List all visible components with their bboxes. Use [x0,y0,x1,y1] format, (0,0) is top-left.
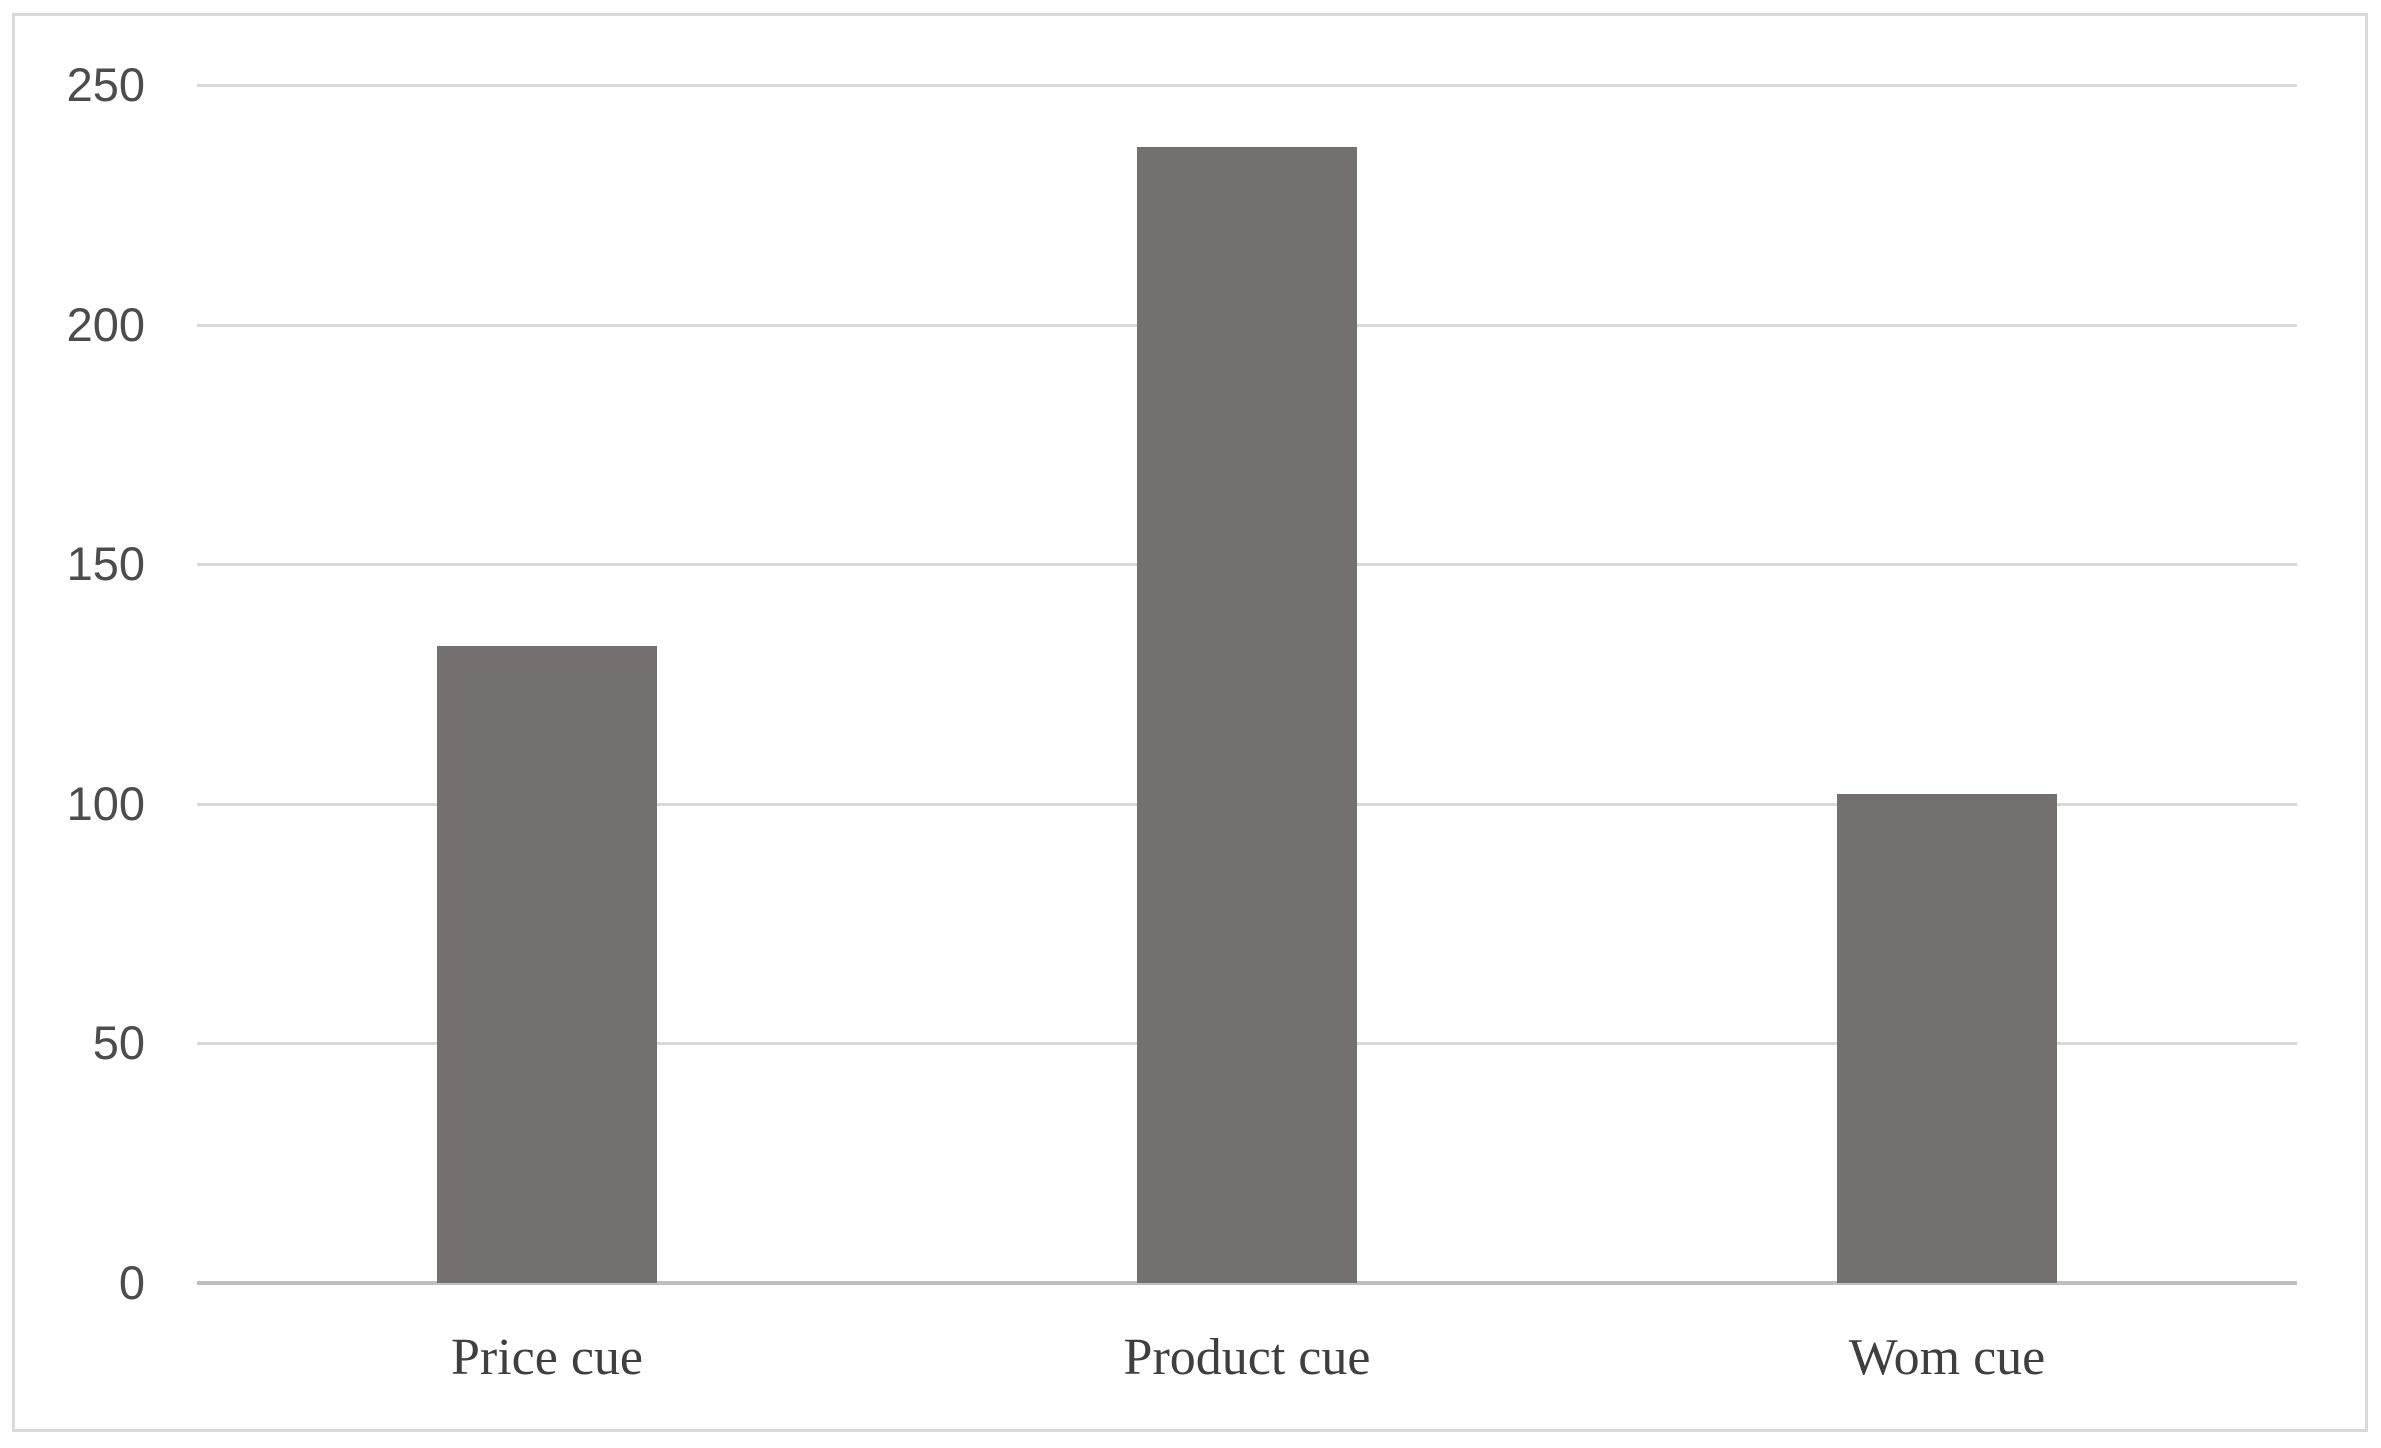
bar-product-cue [1137,147,1357,1283]
y-axis-tick-label: 50 [92,1016,145,1070]
y-axis-tick-label: 0 [118,1256,145,1309]
y-axis-tick-label: 150 [66,537,145,591]
x-axis-line [197,1281,2297,1285]
x-axis-category-label: Price cue [450,1329,643,1386]
x-axis-category-label: Wom cue [1848,1329,2046,1386]
y-axis-tick-label: 250 [66,58,145,111]
x-axis-category-label: Product cue [1123,1329,1371,1386]
y-axis-tick-label: 100 [66,776,145,830]
bar-wom-cue [1837,794,2057,1283]
y-axis-tick-label: 200 [66,297,145,351]
gridline [197,84,2297,87]
bar-price-cue [437,646,657,1283]
